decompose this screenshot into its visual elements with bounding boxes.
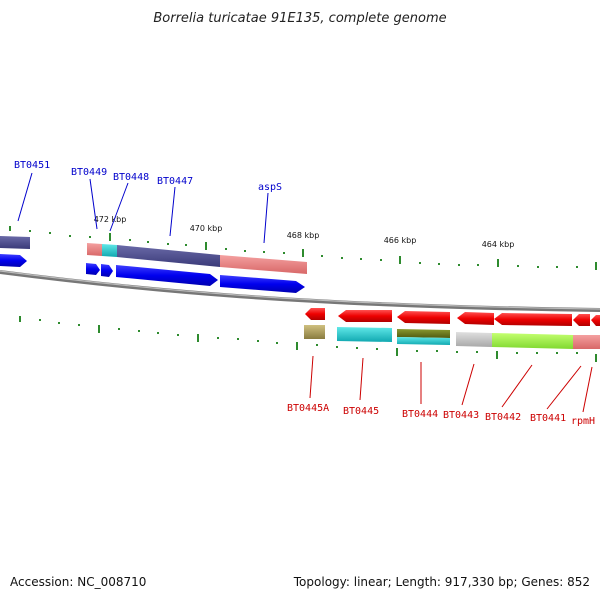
gene-arrow-bt0447 [116, 265, 218, 286]
gene-arrow-asps [220, 275, 305, 293]
gene-arrow-bt0448 [101, 264, 113, 277]
gene-label-bt0442: BT0442 [485, 412, 521, 423]
ruler-label-466: 466 kbp [384, 236, 417, 245]
gene-label-rpmh: rpmH [571, 416, 595, 427]
lower-ticks [19, 316, 597, 362]
gene-arrow-rpmh [591, 315, 600, 326]
gene-label-bt0451: BT0451 [14, 160, 50, 171]
gene-arrow-bt0443 [457, 312, 494, 325]
upper-ticks [9, 226, 597, 270]
gene-arrow-bt0441 [573, 314, 590, 326]
accession-text: Accession: NC_008710 [10, 575, 146, 589]
gene-arrow-bt0445a [305, 308, 325, 320]
forward-genes [0, 254, 305, 293]
forward-leaders [17, 172, 269, 244]
reverse-genes [305, 308, 600, 326]
genome-backbone [0, 270, 600, 312]
gene-label-bt0444: BT0444 [402, 409, 438, 420]
gene-arrow-bt0451 [0, 254, 27, 267]
gene-label-bt0441: BT0441 [530, 413, 566, 424]
gene-label-bt0445: BT0445 [343, 406, 379, 417]
gene-arrow-bt0444 [397, 311, 450, 324]
ruler-label-464: 464 kbp [482, 240, 515, 249]
gene-arrow-bt0442 [494, 313, 572, 326]
gene-label-asps: aspS [258, 182, 282, 193]
reverse-cog-band [304, 325, 600, 349]
gene-label-bt0445a: BT0445A [287, 403, 329, 414]
reverse-leaders [309, 355, 593, 413]
map-title: Borrelia turicatae 91E135, complete geno… [153, 11, 446, 26]
gene-label-bt0449: BT0449 [71, 167, 107, 178]
ruler-label-470: 470 kbp [190, 224, 223, 233]
gene-label-bt0447: BT0447 [157, 176, 193, 187]
gene-arrow-bt0445 [338, 310, 392, 322]
ruler-label-468: 468 kbp [287, 231, 320, 240]
forward-cog-band [0, 236, 307, 274]
gene-label-bt0443: BT0443 [443, 410, 479, 421]
ruler-label-472: 472 kbp [94, 215, 127, 224]
gene-label-bt0448: BT0448 [113, 172, 149, 183]
gene-arrow-bt0449 [86, 263, 100, 275]
genome-stats-text: Topology: linear; Length: 917,330 bp; Ge… [293, 575, 590, 589]
